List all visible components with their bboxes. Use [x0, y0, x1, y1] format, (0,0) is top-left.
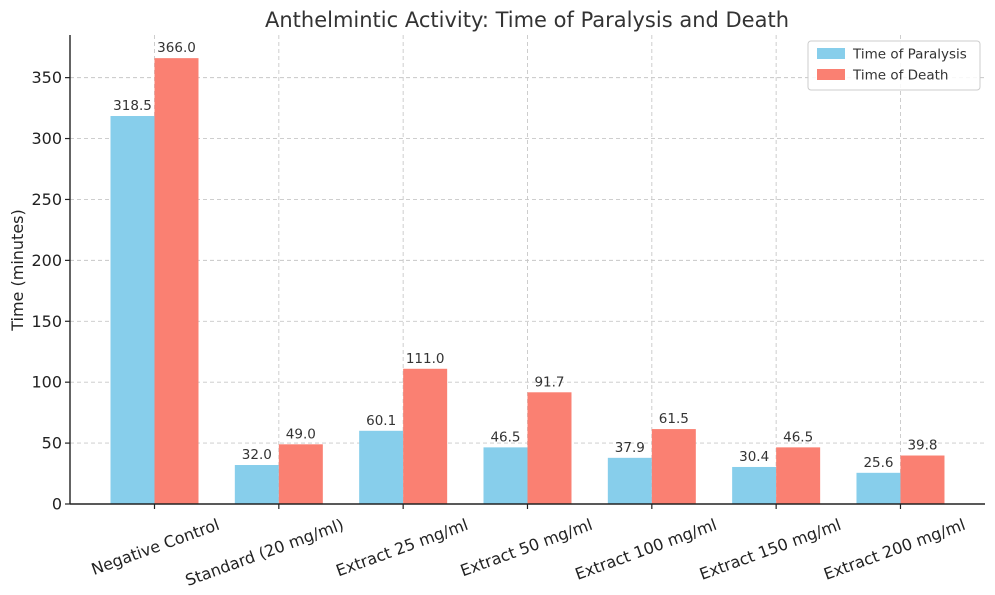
y-tick-label: 350: [31, 68, 62, 87]
data-label-paralysis: 60.1: [366, 413, 396, 429]
bar-death: [154, 58, 199, 505]
data-label-death: 49.0: [286, 426, 316, 442]
data-label-death: 111.0: [406, 351, 445, 367]
data-label-paralysis: 46.5: [490, 429, 520, 445]
y-tick-label: 300: [31, 129, 62, 148]
bars-group: [110, 58, 945, 505]
bar-paralysis: [234, 465, 279, 504]
data-label-death: 39.8: [907, 438, 937, 454]
y-axis-label: Time (minutes): [8, 209, 27, 332]
legend-label-death: Time of Death: [852, 68, 948, 84]
x-tick-label: Extract 25 mg/ml: [333, 515, 470, 580]
legend-swatch-death: [817, 69, 845, 80]
bar-death: [776, 447, 821, 504]
bar-paralysis: [483, 447, 528, 504]
data-label-death: 61.5: [659, 411, 689, 427]
legend: Time of Paralysis Time of Death: [807, 40, 981, 91]
data-label-death: 46.5: [783, 429, 813, 445]
y-tick-label: 100: [31, 373, 62, 392]
y-tick-label: 150: [31, 312, 62, 331]
legend-label-paralysis: Time of Paralysis: [852, 47, 967, 63]
bar-paralysis: [607, 457, 652, 504]
data-label-death: 366.0: [157, 40, 196, 56]
data-labels-group: 318.5 32.0 60.1 46.5 37.9 30.4 25.6 366.0 49.0 11…: [113, 40, 937, 471]
bar-death: [900, 455, 945, 504]
data-label-paralysis: 32.0: [242, 447, 272, 463]
data-label-paralysis: 37.9: [615, 440, 645, 456]
x-tick-label: Extract 150 mg/ml: [697, 515, 844, 584]
y-ticks: 0 50 100 150 200 250 300 350: [31, 68, 70, 514]
data-label-paralysis: 30.4: [739, 449, 769, 465]
y-tick-label: 0: [52, 495, 62, 514]
x-tick-label: Extract 100 mg/ml: [572, 515, 719, 584]
bar-death: [403, 368, 448, 504]
legend-swatch-paralysis: [817, 48, 845, 59]
bar-paralysis: [732, 466, 777, 504]
chart-title: Anthelmintic Activity: Time of Paralysis…: [265, 8, 789, 32]
x-tick-label: Extract 200 mg/ml: [821, 515, 968, 584]
legend-box: [807, 40, 981, 91]
bar-death: [278, 444, 323, 504]
y-tick-label: 50: [42, 434, 62, 453]
data-label-paralysis: 25.6: [863, 455, 893, 471]
y-tick-label: 200: [31, 251, 62, 270]
bar-death: [651, 429, 696, 504]
bar-paralysis: [359, 430, 404, 504]
data-label-paralysis: 318.5: [113, 98, 152, 114]
y-tick-label: 250: [31, 190, 62, 209]
data-label-death: 91.7: [534, 374, 564, 390]
bar-paralysis: [856, 472, 901, 504]
bar-death: [527, 392, 572, 504]
bar-paralysis: [110, 116, 155, 504]
